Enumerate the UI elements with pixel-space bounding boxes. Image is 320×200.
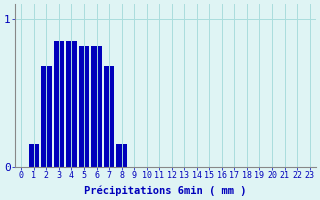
Bar (66, 41, 77, 167)
Bar (54, 41, 64, 167)
Bar (91, 46, 102, 167)
Bar (116, 144, 127, 167)
Bar (28, 144, 39, 167)
Bar (79, 46, 89, 167)
Bar (41, 66, 52, 167)
X-axis label: Précipitations 6min ( mm ): Précipitations 6min ( mm ) (84, 185, 247, 196)
Bar (104, 66, 114, 167)
